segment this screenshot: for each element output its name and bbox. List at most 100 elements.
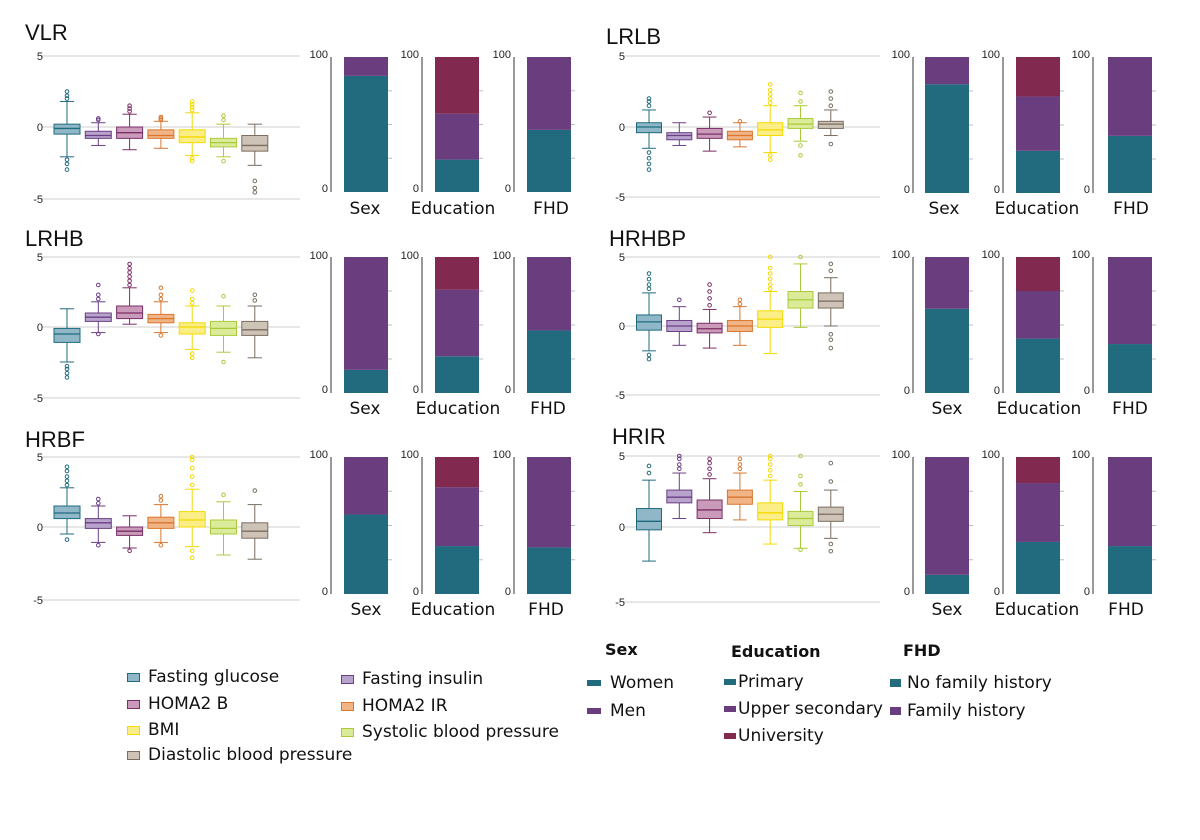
- box-iqr: [178, 511, 206, 528]
- box-homa2-ir: [147, 114, 175, 149]
- box-bmi: [757, 453, 784, 545]
- category-label-fhd: FHD: [1113, 199, 1149, 219]
- stacked-bar-fhd: 100 0 FHD: [1072, 49, 1156, 219]
- box-homa2-b: [696, 282, 723, 349]
- box-iqr: [696, 127, 723, 139]
- outlier-point: [737, 297, 743, 303]
- outlier-point: [798, 143, 803, 148]
- category-label-sex: Sex: [349, 399, 380, 419]
- y-tick-label: 100: [493, 449, 511, 461]
- box-iqr: [53, 505, 81, 520]
- outlier-point: [767, 473, 773, 479]
- segment-no-family-history: [1108, 546, 1152, 594]
- box-homa2-b: [116, 515, 144, 554]
- category-label-fhd: FHD: [1108, 600, 1144, 620]
- outlier-point: [189, 288, 195, 293]
- outlier-point: [189, 107, 195, 113]
- outlier-point: [127, 270, 132, 275]
- outlier-point: [96, 496, 101, 502]
- outlier-point: [646, 286, 652, 292]
- outlier-point: [64, 96, 70, 101]
- outlier-point: [828, 268, 834, 274]
- category-label-sex: Sex: [928, 199, 959, 219]
- y-tick-label: 0: [994, 184, 1000, 196]
- y-tick-label: 0: [37, 522, 43, 534]
- segment-family-history: [527, 457, 571, 548]
- outlier-point: [646, 103, 652, 108]
- y-tick-label: 0: [904, 586, 910, 598]
- segment-no-family-history: [527, 330, 571, 393]
- outlier-point: [828, 345, 834, 351]
- box-systolic-blood-pressure: [210, 113, 237, 164]
- box-iqr: [666, 489, 693, 504]
- segment-primary: [1016, 338, 1060, 393]
- outlier-point: [737, 456, 743, 462]
- outlier-point: [64, 482, 70, 488]
- outlier-point: [64, 93, 70, 99]
- segment-university: [1016, 57, 1060, 97]
- outlier-point: [828, 89, 834, 94]
- outlier-point: [828, 541, 834, 547]
- category-label-education: Education: [995, 600, 1080, 620]
- outlier-point: [707, 466, 712, 472]
- box-iqr: [84, 518, 112, 529]
- outlier-point: [767, 286, 773, 292]
- y-tick-label: 0: [1084, 184, 1090, 196]
- y-tick-label: 0: [37, 322, 43, 334]
- box-homa2-ir: [726, 297, 753, 346]
- y-tick-label: 100: [982, 249, 1000, 261]
- outlier-point: [828, 337, 834, 343]
- y-tick-label: 0: [619, 522, 625, 534]
- box-iqr: [116, 305, 144, 320]
- box-systolic-blood-pressure: [787, 453, 814, 553]
- outlier-point: [677, 453, 682, 459]
- segment-upper-secondary: [435, 113, 479, 160]
- y-tick-label: 100: [892, 449, 910, 461]
- segment-primary: [1016, 150, 1060, 193]
- outlier-point: [646, 96, 652, 101]
- outlier-point: [64, 167, 70, 172]
- box-iqr: [666, 132, 693, 141]
- outlier-point: [646, 356, 652, 362]
- outlier-point: [707, 296, 712, 301]
- category-label-fhd: FHD: [530, 399, 566, 419]
- outlier-point: [767, 265, 773, 271]
- outlier-point: [158, 292, 164, 298]
- segment-no-family-history: [1108, 344, 1152, 393]
- segment-university: [1016, 457, 1060, 484]
- segment-primary: [435, 159, 479, 192]
- y-tick-label: 5: [619, 51, 625, 63]
- y-tick-label: 100: [982, 449, 1000, 461]
- y-tick-label: 0: [994, 586, 1000, 598]
- stacked-panel-hrir: 100 0 Sex 100 0 Education 100 0 FHD: [892, 449, 1156, 620]
- stacked-bar-education: 100 0 Education: [401, 250, 501, 419]
- y-tick-label: 100: [1072, 49, 1090, 61]
- y-tick-label: 0: [619, 122, 625, 134]
- outlier-point: [828, 460, 834, 466]
- box-iqr: [241, 135, 269, 152]
- segment-women: [925, 308, 969, 393]
- outlier-point: [737, 119, 743, 124]
- segment-upper-secondary: [435, 289, 479, 357]
- outlier-point: [64, 366, 70, 372]
- outlier-point: [221, 158, 226, 164]
- outlier-point: [64, 478, 70, 484]
- segment-university: [435, 457, 479, 488]
- box-diastolic-blood-pressure: [241, 292, 269, 359]
- segment-family-history: [1108, 257, 1152, 345]
- outlier-point: [646, 167, 652, 172]
- box-fasting-insulin: [84, 116, 112, 146]
- outlier-point: [798, 99, 803, 104]
- outlier-point: [189, 99, 195, 104]
- segment-university: [1016, 257, 1060, 291]
- box-bmi: [757, 254, 784, 355]
- segment-men: [925, 257, 969, 309]
- panel-title-lrlb: LRLB: [606, 24, 661, 49]
- outlier-point: [252, 488, 258, 493]
- outlier-point: [189, 101, 195, 107]
- segment-university: [435, 57, 479, 114]
- category-label-sex: Sex: [349, 199, 380, 219]
- outlier-point: [127, 265, 132, 271]
- box-diastolic-blood-pressure: [817, 460, 844, 554]
- outlier-point: [64, 464, 70, 470]
